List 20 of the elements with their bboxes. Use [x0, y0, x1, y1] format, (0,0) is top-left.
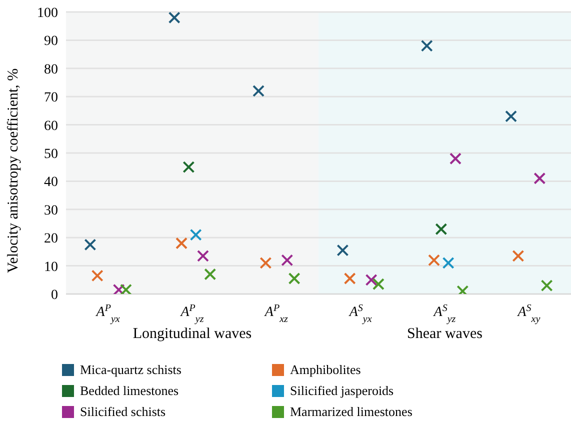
y-tick-label: 40: [44, 175, 58, 190]
legend-label: Mica-quartz schists: [80, 362, 182, 378]
y-tick-label: 20: [44, 232, 58, 247]
y-tick-label: 70: [44, 90, 58, 106]
y-axis-title: Velocity anisotropy coefficient, %: [5, 68, 22, 273]
y-tick-label: 0: [51, 288, 58, 303]
y-tick-label: 60: [44, 118, 58, 134]
legend-label: Bedded limestones: [80, 383, 179, 399]
y-tick-label: 50: [44, 146, 58, 162]
band-label: Shear waves: [407, 326, 483, 342]
y-tick-label: 80: [44, 62, 58, 78]
y-tick-label: 30: [44, 203, 58, 218]
legend-label: Silicified schists: [80, 404, 166, 420]
y-tick-label: 10: [44, 260, 58, 275]
legend-label: Amphibolites: [290, 362, 361, 378]
legend-label: Silicified jasperoids: [290, 383, 394, 399]
legend-label: Marmarized limestones: [290, 404, 412, 420]
band-label: Longitudinal waves: [132, 326, 252, 342]
y-tick-label: 100: [37, 6, 58, 21]
y-tick-label: 90: [44, 34, 58, 50]
